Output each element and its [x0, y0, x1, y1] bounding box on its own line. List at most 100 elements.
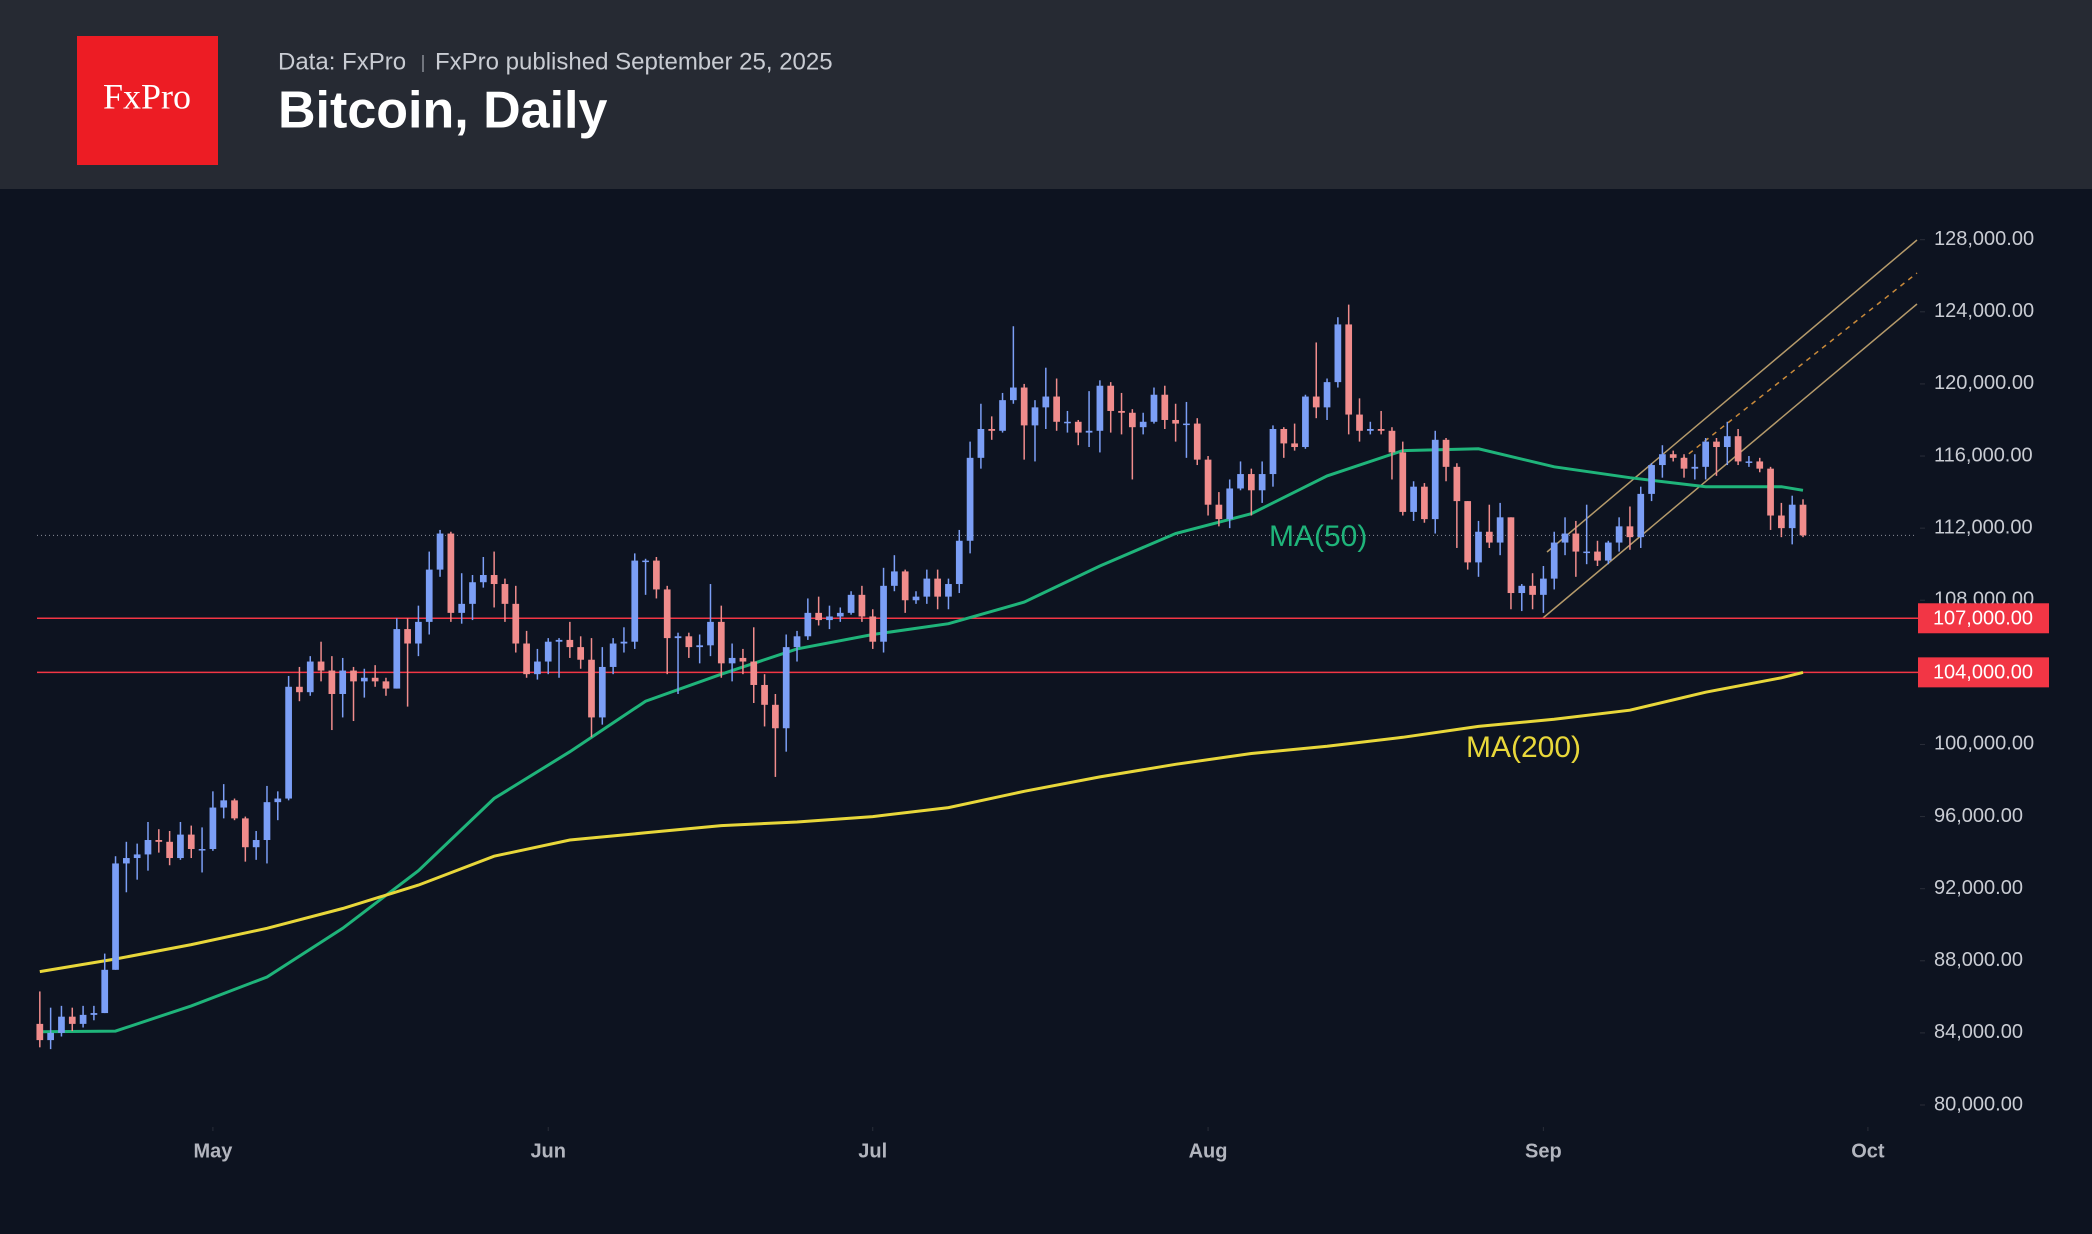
- candle-body: [328, 670, 336, 694]
- candle-body: [1594, 551, 1601, 561]
- source: Data: FxPro: [278, 48, 406, 75]
- candle-body: [836, 612, 844, 617]
- candle-body: [1064, 421, 1071, 424]
- y-tick-label: 124,000.00: [1934, 300, 2034, 322]
- candle-body: [663, 589, 671, 639]
- candle-body: [1691, 466, 1699, 469]
- candle-body: [1464, 501, 1472, 563]
- candle-body: [717, 621, 725, 664]
- candle-body: [1453, 466, 1461, 502]
- candle-body: [415, 621, 422, 644]
- logo: [77, 36, 218, 165]
- candle-body: [1366, 428, 1374, 431]
- candle-body: [1421, 486, 1428, 520]
- candle-body: [642, 560, 649, 563]
- candle-body: [209, 807, 217, 850]
- candle-body: [707, 621, 714, 646]
- candle-body: [750, 661, 758, 685]
- candle-body: [923, 578, 931, 597]
- candle-body: [1561, 533, 1569, 543]
- candle-body: [285, 686, 292, 799]
- candle-body: [880, 585, 887, 642]
- candle-body: [1756, 461, 1764, 469]
- candle-body: [674, 636, 682, 639]
- candle-body: [1540, 578, 1547, 595]
- candle-body: [68, 1016, 76, 1024]
- candle-body: [1215, 504, 1223, 520]
- candle-body: [133, 854, 141, 859]
- y-tick-label: 128,000.00: [1934, 228, 2034, 250]
- candle-body: [782, 647, 790, 729]
- x-tick-label: Jul: [858, 1140, 887, 1162]
- channel: [1542, 239, 1918, 619]
- candle-body: [966, 457, 974, 541]
- candle-body: [1031, 407, 1039, 426]
- candle-body: [977, 428, 985, 458]
- candle-body: [696, 645, 704, 648]
- candle-body: [198, 849, 206, 851]
- x-tick-label: Jun: [530, 1140, 566, 1162]
- candle-body: [1475, 531, 1482, 563]
- candle-body: [1485, 531, 1493, 543]
- candle-body: [1118, 410, 1125, 413]
- candle-body: [869, 616, 877, 642]
- candle-body: [241, 818, 249, 848]
- candle-body: [123, 858, 130, 864]
- candle-body: [685, 636, 693, 648]
- candle-body: [631, 560, 639, 642]
- candle-body: [1615, 526, 1623, 543]
- candle-body: [490, 575, 498, 585]
- candle-body: [858, 594, 866, 617]
- candle-body: [1410, 486, 1417, 512]
- candle-body: [274, 798, 282, 803]
- candle-body: [598, 666, 606, 718]
- candle-body: [1107, 385, 1115, 411]
- candle-body: [1312, 396, 1320, 408]
- y-tick-label: 80,000.00: [1934, 1093, 2023, 1115]
- candle-body: [371, 677, 379, 682]
- y-tick-label: 88,000.00: [1934, 949, 2023, 971]
- candle-body: [501, 584, 509, 604]
- candle-body: [1280, 428, 1288, 444]
- candle-body: [220, 800, 228, 808]
- candle-body: [815, 612, 823, 621]
- candle-body: [1183, 423, 1190, 426]
- candle-body: [101, 969, 109, 1014]
- candle-body: [360, 677, 368, 682]
- candle-body: [772, 704, 779, 729]
- candle-body: [1529, 585, 1536, 595]
- candles: [36, 304, 1807, 1050]
- candle-body: [90, 1013, 98, 1015]
- candle-body: [1193, 423, 1201, 460]
- candle-body: [1648, 465, 1655, 494]
- x-tick-label: May: [193, 1140, 233, 1162]
- y-tick-label: 92,000.00: [1934, 877, 2023, 899]
- candle-body: [1356, 414, 1363, 431]
- candle-body: [436, 533, 444, 570]
- candle-body: [1669, 454, 1677, 458]
- candle-body: [1399, 452, 1407, 512]
- candle-body: [1767, 468, 1774, 516]
- candle-body: [1626, 526, 1634, 538]
- candle-body: [653, 560, 660, 590]
- candle-body: [1604, 542, 1612, 561]
- candle-body: [1150, 394, 1158, 422]
- candle-body: [512, 603, 520, 644]
- channel-upper: [1546, 239, 1918, 553]
- candle-body: [1388, 430, 1396, 453]
- candle-body: [1431, 439, 1439, 520]
- candle-body: [1745, 461, 1753, 463]
- candle-body: [761, 684, 768, 705]
- candle-body: [912, 596, 920, 601]
- candle-body: [577, 647, 585, 660]
- candle-body: [1226, 488, 1234, 520]
- channel-mid: [1680, 272, 1918, 461]
- candle-body: [934, 578, 941, 597]
- candle-body: [187, 834, 195, 850]
- candle-body: [166, 841, 173, 859]
- y-tick-label: 112,000.00: [1934, 516, 2033, 538]
- candle-body: [1778, 515, 1785, 529]
- candle-body: [1172, 419, 1179, 424]
